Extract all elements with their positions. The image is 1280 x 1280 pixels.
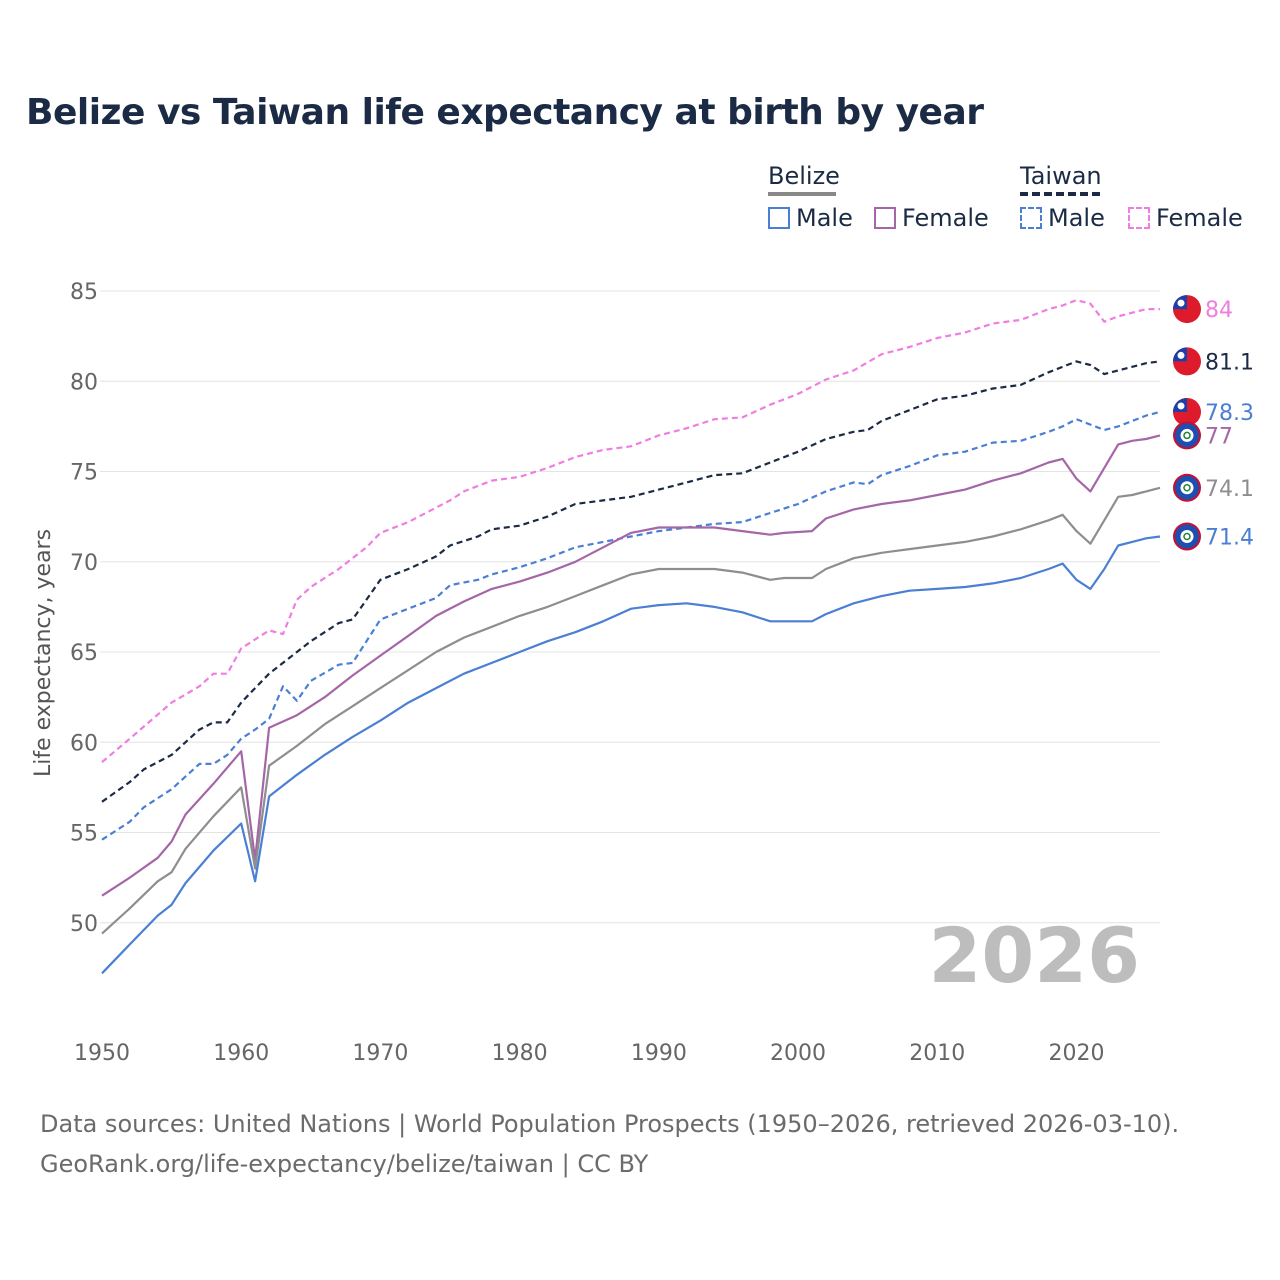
series-line-belize-male[interactable] xyxy=(101,535,1161,975)
source-line-2[interactable]: GeoRank.org/life-expectancy/belize/taiwa… xyxy=(40,1150,649,1178)
legend-heading-taiwan: Taiwan xyxy=(1020,162,1102,190)
belize-flag-wreath xyxy=(1183,484,1191,492)
legend-rule-taiwan xyxy=(1020,192,1100,196)
belize-flag-emblem xyxy=(1180,428,1194,442)
belize-flag-emblem xyxy=(1180,481,1194,495)
x-tick-label: 2000 xyxy=(770,1041,826,1066)
series-line-belize-female[interactable] xyxy=(101,434,1161,897)
source-note: Data sources: United Nations | World Pop… xyxy=(40,1104,1179,1184)
legend-item-taiwan-female[interactable]: Female xyxy=(1128,204,1243,232)
belize-flag-emblem xyxy=(1180,530,1194,544)
y-tick-label: 75 xyxy=(70,461,98,486)
x-tick-label: 1990 xyxy=(631,1041,687,1066)
taiwan-flag-sun xyxy=(1177,299,1185,307)
y-axis-label: Life expectancy, years xyxy=(31,529,56,777)
x-tick-label: 1970 xyxy=(352,1041,408,1066)
y-tick-label: 65 xyxy=(70,641,98,666)
legend-item-belize-female[interactable]: Female xyxy=(874,204,989,232)
legend-swatch-belize-female xyxy=(874,207,896,229)
y-tick-label: 70 xyxy=(70,551,98,576)
legend-item-taiwan-male[interactable]: Male xyxy=(1020,204,1105,232)
year-watermark: 2026 xyxy=(928,911,1140,1000)
legend-rule-belize xyxy=(768,192,836,196)
belize-flag-wreath xyxy=(1183,431,1191,440)
series-line-belize-total-[interactable] xyxy=(101,486,1161,935)
source-line-1: Data sources: United Nations | World Pop… xyxy=(40,1110,1180,1138)
end-value-label-taiwan-male: 78.3 xyxy=(1205,401,1254,426)
legend-swatch-taiwan-male xyxy=(1020,207,1042,229)
taiwan-flag-sun xyxy=(1177,351,1185,359)
legend-heading-belize: Belize xyxy=(768,162,840,190)
end-value-label-belize-female: 77 xyxy=(1205,424,1233,449)
belize-flag-wreath xyxy=(1183,532,1191,541)
y-tick-label: 50 xyxy=(70,912,98,937)
end-value-label-taiwan-total-: 81.1 xyxy=(1205,350,1254,375)
legend-swatch-taiwan-female xyxy=(1128,207,1150,229)
end-value-label-taiwan-female: 84 xyxy=(1205,298,1233,323)
legend-item-belize-male[interactable]: Male xyxy=(768,204,853,232)
x-tick-label: 1960 xyxy=(213,1041,269,1066)
end-value-label-belize-total-: 74.1 xyxy=(1205,477,1254,502)
legend-label: Male xyxy=(796,204,853,232)
end-value-label-belize-male: 71.4 xyxy=(1205,526,1254,551)
y-tick-label: 80 xyxy=(70,370,98,395)
x-tick-label: 1950 xyxy=(74,1041,130,1066)
legend-label: Female xyxy=(1156,204,1243,232)
series-line-taiwan-male[interactable] xyxy=(101,410,1161,841)
x-tick-label: 1980 xyxy=(492,1041,548,1066)
series-line-taiwan-total-[interactable] xyxy=(101,360,1161,803)
taiwan-flag-sun xyxy=(1177,402,1185,410)
legend-swatch-belize-male xyxy=(768,207,790,229)
y-tick-label: 55 xyxy=(70,822,98,847)
y-tick-label: 85 xyxy=(70,280,98,305)
legend-label: Female xyxy=(902,204,989,232)
x-tick-label: 2020 xyxy=(1048,1041,1104,1066)
series-line-taiwan-female[interactable] xyxy=(101,299,1160,763)
chart-title: Belize vs Taiwan life expectancy at birt… xyxy=(26,92,984,133)
legend-label: Male xyxy=(1048,204,1105,232)
x-tick-label: 2010 xyxy=(909,1041,965,1066)
y-tick-label: 60 xyxy=(70,731,98,756)
